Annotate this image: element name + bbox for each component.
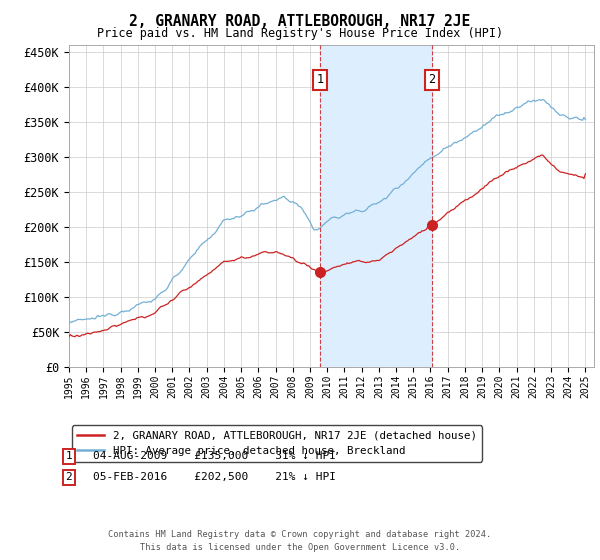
Legend: 2, GRANARY ROAD, ATTLEBOROUGH, NR17 2JE (detached house), HPI: Average price, de: 2, GRANARY ROAD, ATTLEBOROUGH, NR17 2JE … — [72, 426, 482, 461]
Text: 04-AUG-2009    £135,000    31% ↓ HPI: 04-AUG-2009 £135,000 31% ↓ HPI — [93, 451, 336, 461]
Text: 2: 2 — [428, 73, 436, 86]
Bar — [320, 45, 432, 367]
Text: 1: 1 — [65, 451, 73, 461]
Text: 1: 1 — [316, 73, 323, 86]
Text: Price paid vs. HM Land Registry's House Price Index (HPI): Price paid vs. HM Land Registry's House … — [97, 27, 503, 40]
Text: 2: 2 — [65, 472, 73, 482]
Text: 05-FEB-2016    £202,500    21% ↓ HPI: 05-FEB-2016 £202,500 21% ↓ HPI — [93, 472, 336, 482]
Text: Contains HM Land Registry data © Crown copyright and database right 2024.
This d: Contains HM Land Registry data © Crown c… — [109, 530, 491, 552]
Text: 2, GRANARY ROAD, ATTLEBOROUGH, NR17 2JE: 2, GRANARY ROAD, ATTLEBOROUGH, NR17 2JE — [130, 14, 470, 29]
